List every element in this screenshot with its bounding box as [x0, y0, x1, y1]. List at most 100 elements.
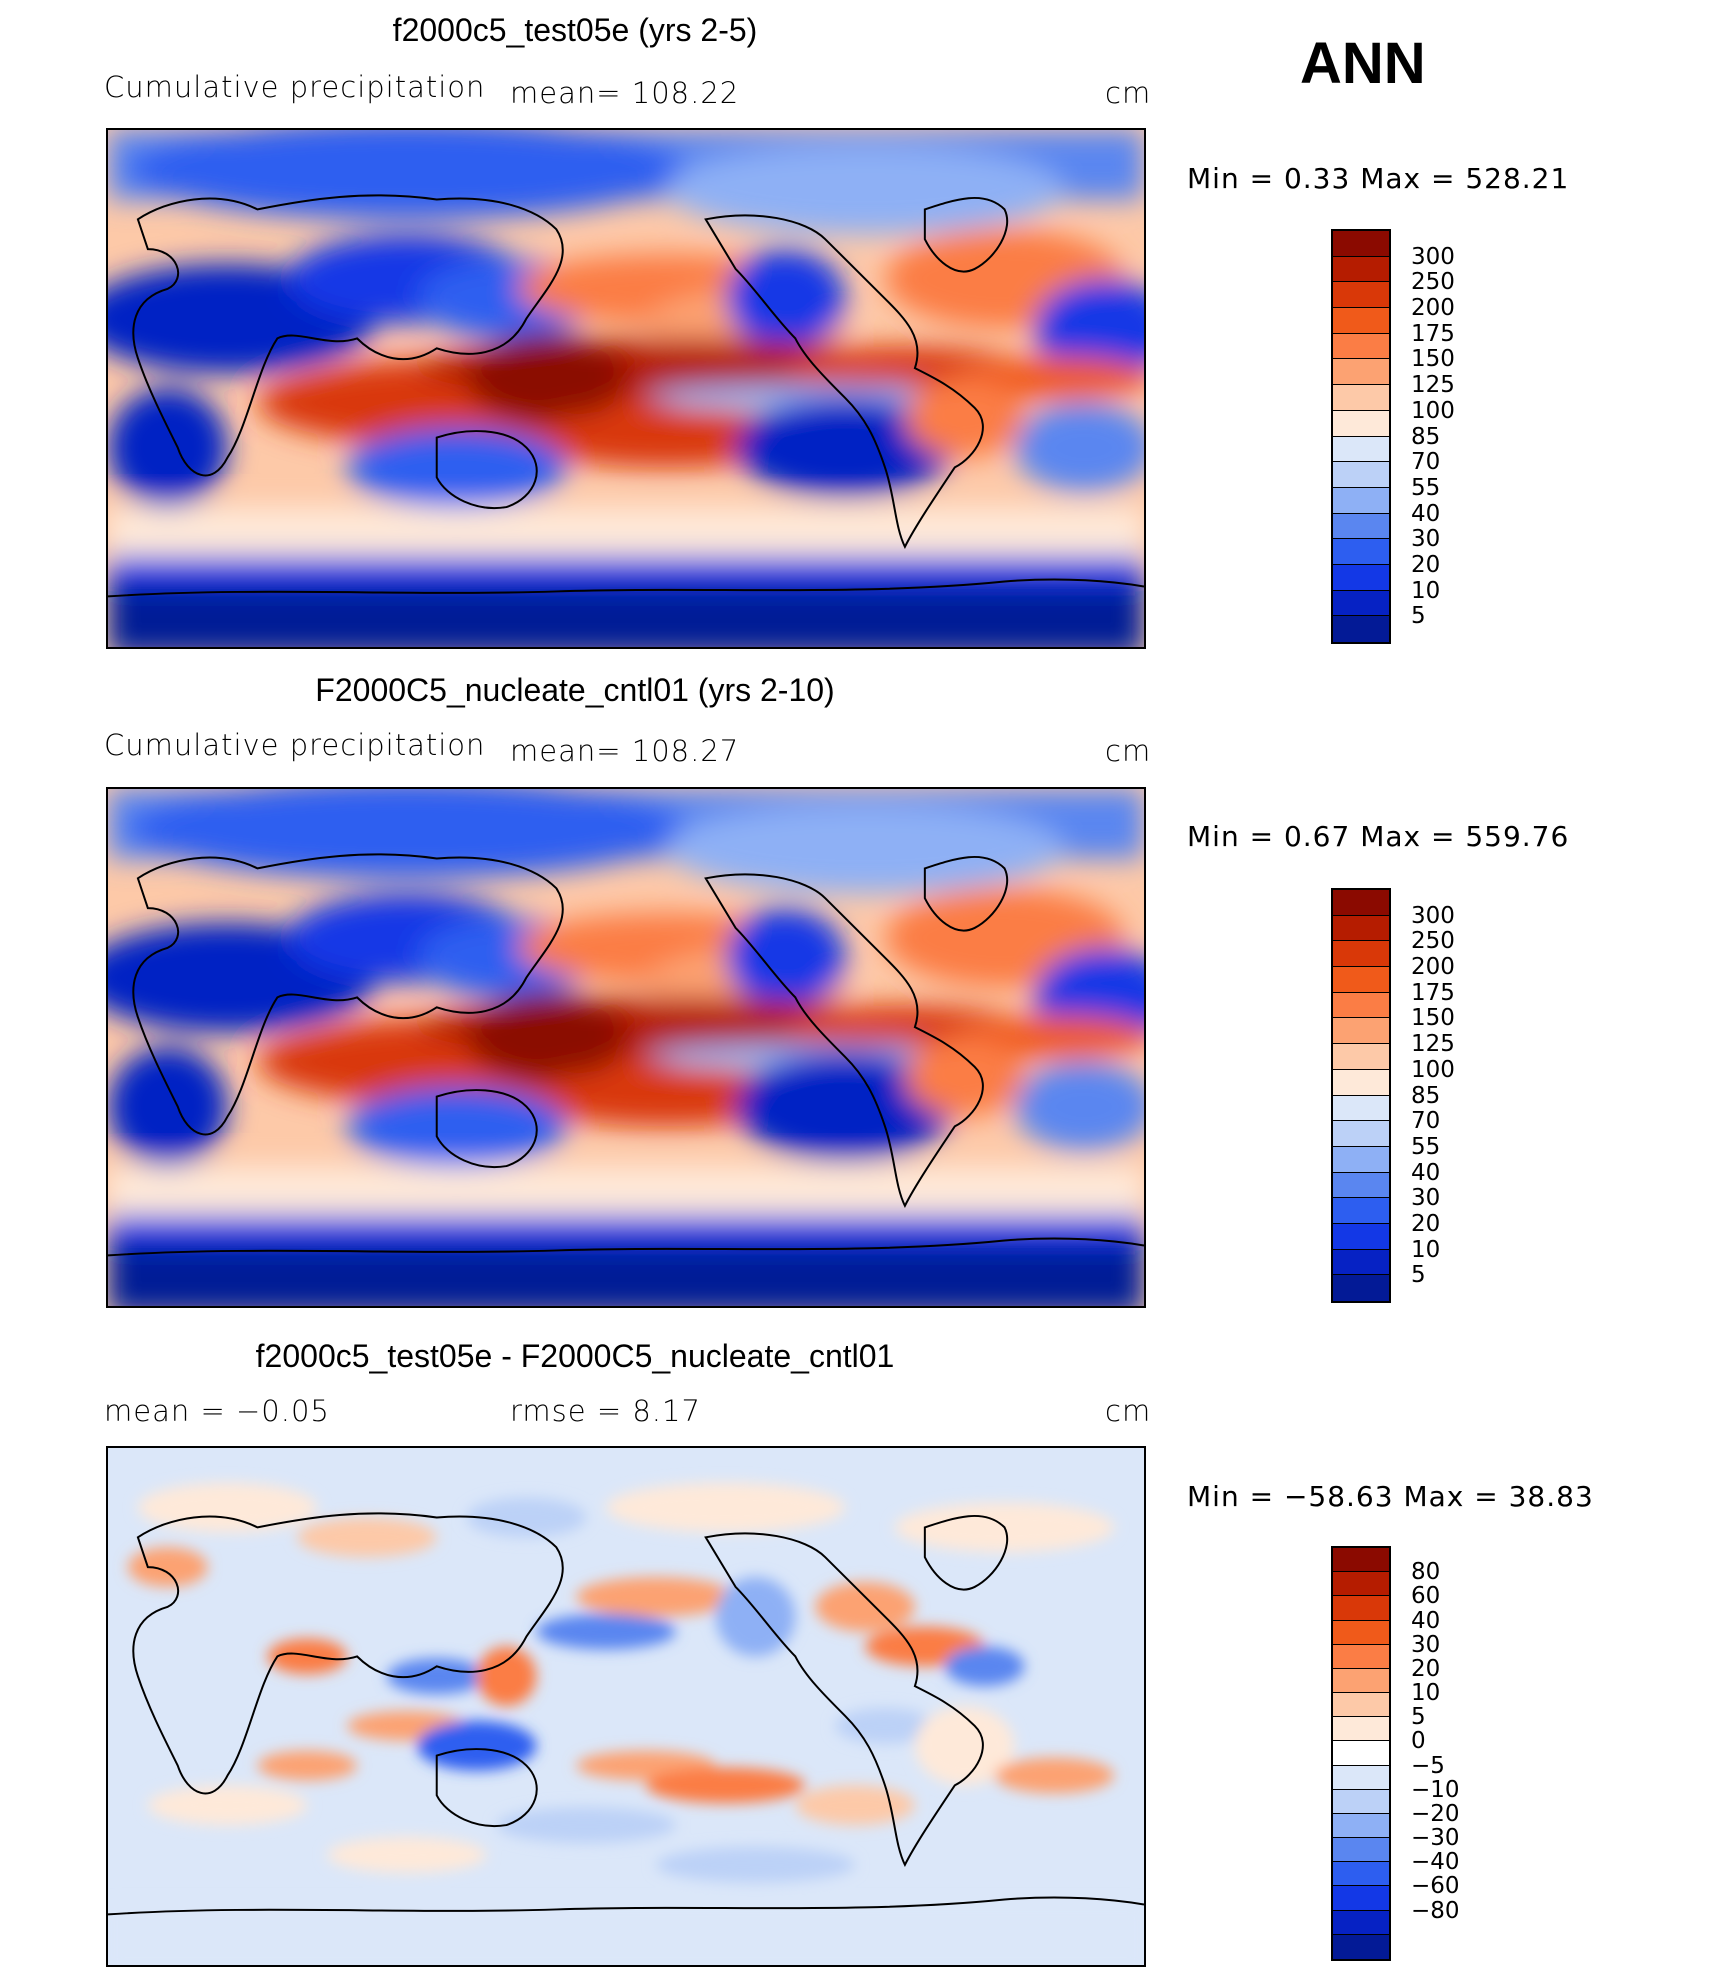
colorbar-3-swatch — [1333, 1813, 1389, 1839]
panel-2-variable-label: Cumulative precipitation — [104, 728, 486, 762]
colorbar-2-tick-label: 30 — [1411, 1185, 1441, 1212]
colorbar-3-tick-label: 5 — [1411, 1704, 1426, 1731]
panel-3-rmse-label: rmse = 8.17 — [510, 1394, 701, 1428]
colorbar-2-swatch — [1333, 1275, 1389, 1301]
colorbar-3-swatch — [1333, 1862, 1389, 1887]
colorbar-1-swatch — [1333, 436, 1389, 463]
colorbar-1-tick-label: 175 — [1411, 320, 1455, 347]
colorbar-2-swatch — [1333, 915, 1389, 942]
colorbar-2-tick-label: 40 — [1411, 1159, 1441, 1186]
colorbar-1-tick-label: 125 — [1411, 372, 1455, 399]
colorbar-3-swatch — [1333, 1765, 1389, 1790]
colorbar-2-swatch — [1333, 1249, 1389, 1276]
colorbar-2-tick-label: 200 — [1411, 954, 1455, 981]
colorbar-2-swatch — [1333, 1121, 1389, 1147]
colorbar-2-tick-label: 70 — [1411, 1108, 1441, 1135]
colorbar-3-tick-label: −20 — [1411, 1800, 1460, 1827]
colorbar-3-tick-label: 0 — [1411, 1728, 1426, 1755]
colorbar-1-tick-label: 70 — [1411, 449, 1441, 476]
colorbar-3-tick-label: 40 — [1411, 1607, 1441, 1634]
colorbar-1-swatch — [1333, 462, 1389, 488]
colorbar-1-swatch — [1333, 282, 1389, 309]
panel-3-unit: cm — [1105, 1394, 1152, 1428]
colorbar-3-swatch — [1333, 1934, 1389, 1959]
colorbar-3-tick-label: 60 — [1411, 1583, 1441, 1610]
panel-3-mean-label: mean = −0.05 — [104, 1394, 330, 1428]
colorbar-1-tick-label: 55 — [1411, 474, 1441, 501]
colorbar-3-tick-label: 10 — [1411, 1680, 1441, 1707]
colorbar-1-swatch — [1333, 231, 1389, 257]
season-label: ANN — [1300, 31, 1426, 96]
colorbar-1-tick-label: 20 — [1411, 551, 1441, 578]
colorbar-2-swatch — [1333, 890, 1389, 916]
panel-1-precip-field — [108, 130, 1144, 647]
colorbar-3-swatch — [1333, 1693, 1389, 1718]
colorbar-1-swatch — [1333, 513, 1389, 540]
panel-3-title: f2000c5_test05e - F2000C5_nucleate_cntl0… — [255, 1338, 895, 1374]
colorbar-2-tick-label: 10 — [1411, 1236, 1441, 1263]
colorbar-3-swatch — [1333, 1572, 1389, 1597]
panel-1-mean-label: mean= 108.22 — [510, 76, 740, 110]
colorbar-2-swatch — [1333, 1223, 1389, 1250]
colorbar-3-swatch — [1333, 1620, 1389, 1645]
panel-1-title: f2000c5_test05e (yrs 2-5) — [392, 12, 758, 48]
colorbar-1-tick-label: 250 — [1411, 269, 1455, 296]
colorbar-1-swatch — [1333, 410, 1389, 437]
panel-2-minmax: Min = 0.67 Max = 559.76 — [1187, 820, 1570, 853]
colorbar-3-tick-label: 80 — [1411, 1559, 1441, 1586]
panel-3-colorbar — [1331, 1546, 1391, 1961]
colorbar-3-tick-label: −30 — [1411, 1825, 1460, 1852]
colorbar-1-tick-label: 200 — [1411, 295, 1455, 322]
colorbar-2-tick-label: 20 — [1411, 1210, 1441, 1237]
colorbar-2-swatch — [1333, 1095, 1389, 1122]
panel-2-title: F2000C5_nucleate_cntl01 (yrs 2-10) — [315, 672, 835, 708]
colorbar-3-swatch — [1333, 1644, 1389, 1669]
colorbar-1-swatch — [1333, 333, 1389, 360]
colorbar-3-swatch — [1333, 1741, 1389, 1766]
colorbar-2-tick-label: 175 — [1411, 979, 1455, 1006]
colorbar-3-tick-label: −60 — [1411, 1873, 1460, 1900]
colorbar-2-swatch — [1333, 1146, 1389, 1173]
colorbar-2-swatch — [1333, 1198, 1389, 1224]
panel-1-map — [106, 128, 1146, 649]
panel-1-variable-label: Cumulative precipitation — [104, 70, 486, 104]
colorbar-2-tick-label: 85 — [1411, 1082, 1441, 1109]
panel-1-minmax: Min = 0.33 Max = 528.21 — [1187, 162, 1570, 195]
panel-2-map — [106, 787, 1146, 1308]
colorbar-2-tick-label: 300 — [1411, 902, 1455, 929]
colorbar-1-tick-label: 85 — [1411, 423, 1441, 450]
colorbar-1-tick-label: 150 — [1411, 346, 1455, 373]
colorbar-2-swatch — [1333, 1044, 1389, 1070]
colorbar-2-tick-label: 250 — [1411, 928, 1455, 955]
colorbar-1-swatch — [1333, 359, 1389, 386]
colorbar-2-swatch — [1333, 992, 1389, 1019]
colorbar-2-swatch — [1333, 1069, 1389, 1096]
colorbar-3-tick-label: −80 — [1411, 1897, 1460, 1924]
colorbar-3-tick-label: −40 — [1411, 1849, 1460, 1876]
colorbar-3-swatch — [1333, 1838, 1389, 1863]
colorbar-2-tick-label: 150 — [1411, 1005, 1455, 1032]
panel-2-unit: cm — [1105, 734, 1152, 768]
colorbar-3-tick-label: 30 — [1411, 1631, 1441, 1658]
panel-1-unit: cm — [1105, 76, 1152, 110]
colorbar-3-tick-label: 20 — [1411, 1655, 1441, 1682]
colorbar-2-swatch — [1333, 1018, 1389, 1045]
colorbar-2-tick-label: 100 — [1411, 1056, 1455, 1083]
colorbar-1-swatch — [1333, 256, 1389, 283]
colorbar-1-tick-label: 30 — [1411, 526, 1441, 553]
colorbar-2-swatch — [1333, 967, 1389, 993]
colorbar-1-tick-label: 40 — [1411, 500, 1441, 527]
colorbar-1-tick-label: 5 — [1411, 603, 1426, 630]
colorbar-3-swatch — [1333, 1789, 1389, 1814]
panel-1-colorbar — [1331, 229, 1391, 644]
colorbar-1-tick-label: 300 — [1411, 243, 1455, 270]
colorbar-3-tick-label: −10 — [1411, 1776, 1460, 1803]
colorbar-1-tick-label: 10 — [1411, 577, 1441, 604]
colorbar-1-swatch — [1333, 487, 1389, 514]
colorbar-3-swatch — [1333, 1717, 1389, 1742]
panel-2-colorbar — [1331, 888, 1391, 1303]
panel-3-minmax: Min = −58.63 Max = 38.83 — [1187, 1480, 1594, 1513]
colorbar-1-swatch — [1333, 616, 1389, 642]
panel-3-map — [106, 1446, 1146, 1967]
colorbar-3-swatch — [1333, 1910, 1389, 1935]
